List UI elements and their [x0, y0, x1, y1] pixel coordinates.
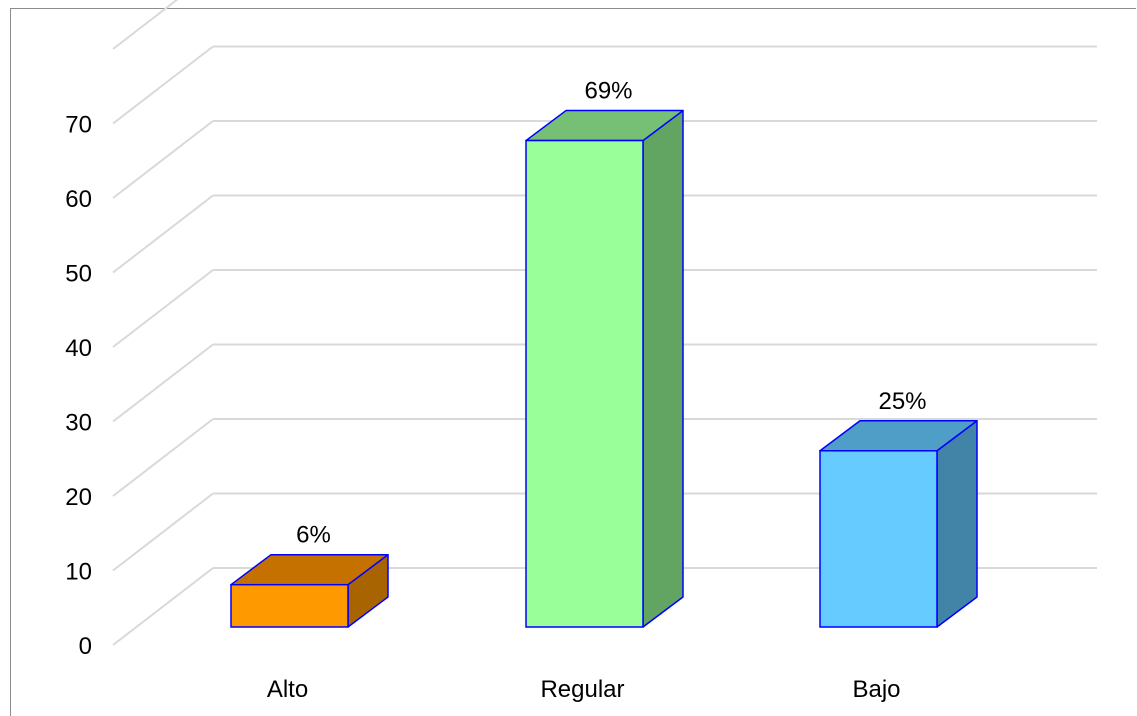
- data-labels: 6% 69% 25%: [296, 78, 926, 549]
- x-category-label: Bajo: [852, 676, 900, 703]
- gridline-diagonal: [112, 567, 214, 646]
- bars: [230, 109, 978, 628]
- category-labels: Alto Regular Bajo: [267, 676, 901, 703]
- chart-border: [10, 8, 1136, 716]
- bar-side-face: [642, 109, 684, 628]
- y-axis-ticks: 0 10 20 30 40 50 60 70: [65, 112, 92, 661]
- bar-alto: [230, 553, 389, 628]
- gridline-diagonal: [112, 194, 214, 274]
- y-tick-label: 60: [65, 186, 92, 213]
- data-label: 25%: [878, 388, 926, 415]
- gridline-diagonal: [112, 0, 179, 50]
- bar-front-face: [819, 450, 938, 628]
- gridline-diagonal: [112, 120, 214, 199]
- bar-bajo: [819, 420, 978, 628]
- bar-side-face: [936, 420, 978, 628]
- gridline-diagonal: [112, 343, 214, 423]
- gridline-diagonal: [112, 45, 214, 125]
- gridline-diagonal: [112, 418, 214, 497]
- gridline-diagonal: [112, 269, 214, 348]
- y-tick-label: 0: [79, 633, 92, 660]
- y-tick-label: 10: [65, 559, 92, 586]
- y-tick-label: 40: [65, 335, 92, 362]
- x-category-label: Alto: [267, 676, 308, 703]
- data-label: 6%: [296, 522, 331, 549]
- gridline-diagonal: [112, 492, 214, 572]
- x-category-label: Regular: [540, 676, 624, 703]
- bar-front-face: [230, 583, 349, 628]
- bar-regular: [525, 109, 684, 628]
- bar-front-face: [525, 139, 644, 628]
- y-tick-label: 50: [65, 261, 92, 288]
- y-tick-label: 30: [65, 410, 92, 437]
- y-tick-label: 70: [65, 112, 92, 139]
- data-label: 69%: [584, 78, 632, 105]
- y-tick-label: 20: [65, 484, 92, 511]
